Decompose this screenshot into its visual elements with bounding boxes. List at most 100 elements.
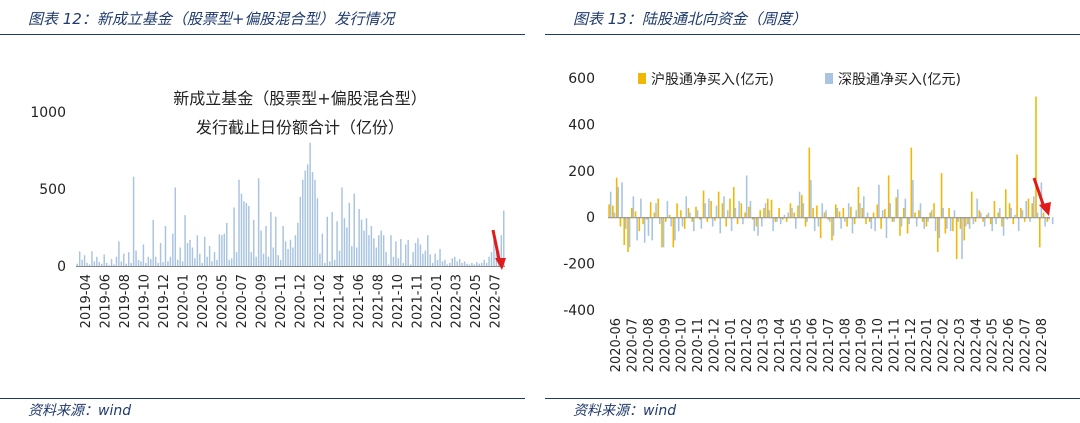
bottom-rule bbox=[545, 398, 1080, 399]
bar bbox=[184, 215, 186, 266]
bar bbox=[642, 217, 644, 225]
bar bbox=[105, 262, 108, 266]
bar bbox=[260, 230, 262, 266]
bar bbox=[816, 205, 818, 218]
bar bbox=[609, 191, 612, 218]
bar bbox=[933, 203, 935, 218]
bar bbox=[942, 207, 944, 218]
bar bbox=[982, 217, 984, 222]
bar bbox=[213, 252, 216, 266]
bar bbox=[331, 212, 333, 266]
x-tick-label: 2021-06 bbox=[806, 318, 821, 372]
bar bbox=[257, 178, 260, 266]
bar bbox=[76, 263, 78, 266]
bar bbox=[759, 210, 761, 218]
bar bbox=[970, 191, 973, 218]
bar bbox=[953, 210, 956, 218]
x-tick-label: 2022-05 bbox=[986, 318, 1001, 372]
bar bbox=[370, 225, 373, 266]
bar bbox=[710, 200, 712, 218]
bar bbox=[1014, 214, 1016, 218]
bar bbox=[306, 164, 309, 266]
bar bbox=[326, 216, 329, 266]
left-figure-panel: 图表 12：新成立基金（股票型+偏股混合型）发行情况 新成立基金（股票型+偏股混… bbox=[0, 0, 525, 423]
bar bbox=[768, 210, 771, 218]
bar bbox=[228, 259, 230, 266]
y-tick-label: 400 bbox=[568, 117, 595, 133]
bar bbox=[764, 203, 767, 218]
bar bbox=[179, 247, 181, 266]
x-tick-label: 2020-11 bbox=[691, 318, 706, 372]
bar bbox=[653, 212, 656, 218]
x-tick-label: 2021-10 bbox=[391, 274, 406, 328]
bar bbox=[751, 217, 754, 220]
bar bbox=[617, 187, 620, 218]
bar bbox=[836, 207, 839, 218]
x-tick-label: 2022-02 bbox=[937, 318, 952, 372]
bar bbox=[779, 217, 782, 225]
bar bbox=[755, 217, 758, 227]
bar bbox=[636, 217, 638, 241]
bar bbox=[503, 210, 505, 266]
bar bbox=[240, 193, 243, 266]
x-tick-label: 2020-06 bbox=[609, 318, 624, 372]
bar bbox=[375, 247, 378, 266]
bar bbox=[934, 217, 937, 232]
bar bbox=[915, 217, 918, 227]
bar bbox=[938, 217, 941, 239]
bar bbox=[1012, 217, 1015, 225]
bar bbox=[103, 254, 105, 266]
bar bbox=[490, 252, 493, 266]
bar bbox=[613, 212, 616, 218]
bar bbox=[842, 207, 845, 218]
bar bbox=[666, 200, 669, 218]
bar bbox=[473, 264, 476, 266]
bar bbox=[309, 142, 311, 266]
bar bbox=[493, 239, 495, 266]
bar bbox=[304, 170, 306, 266]
bar bbox=[439, 249, 441, 266]
bar bbox=[135, 250, 137, 266]
x-tick-label: 2019-06 bbox=[98, 274, 113, 328]
bar bbox=[436, 259, 439, 266]
bar bbox=[108, 265, 110, 266]
bar bbox=[946, 217, 948, 229]
bar bbox=[889, 203, 892, 218]
bar bbox=[817, 217, 820, 227]
x-tick-label: 2022-08 bbox=[1035, 318, 1050, 372]
bar bbox=[196, 235, 199, 266]
bar bbox=[887, 175, 890, 218]
bar bbox=[88, 264, 91, 266]
bar bbox=[832, 217, 835, 236]
bar bbox=[343, 218, 346, 266]
x-tick-label: 2019-10 bbox=[137, 274, 152, 328]
bar bbox=[314, 179, 316, 266]
x-tick-label: 2020-11 bbox=[274, 274, 289, 328]
bar bbox=[431, 262, 434, 266]
bar bbox=[191, 247, 194, 266]
bar bbox=[287, 249, 289, 266]
bar bbox=[980, 212, 982, 218]
bar bbox=[706, 217, 709, 222]
bar bbox=[118, 241, 120, 266]
bar bbox=[159, 242, 162, 266]
bar bbox=[868, 217, 871, 222]
bar bbox=[382, 235, 385, 266]
bar bbox=[634, 211, 637, 218]
x-tick-label: 2022-05 bbox=[469, 274, 484, 328]
bar bbox=[154, 256, 157, 266]
bar bbox=[177, 259, 179, 266]
bar bbox=[727, 210, 729, 218]
bar bbox=[630, 207, 633, 218]
x-tick-label: 2021-05 bbox=[789, 318, 804, 372]
bar bbox=[662, 217, 665, 248]
bar bbox=[704, 203, 706, 218]
bar bbox=[872, 212, 875, 218]
bar bbox=[897, 189, 899, 218]
y-tick-label: 600 bbox=[568, 71, 595, 87]
northbound-flow-chart: -400 -200 0 200 400 600 沪股通净买入(亿元) 深股通净买入(亿元) 20… bbox=[563, 71, 1054, 372]
bar bbox=[793, 212, 795, 218]
bar bbox=[831, 217, 833, 241]
x-tick-label: 2022-06 bbox=[1002, 318, 1017, 372]
bar bbox=[456, 261, 458, 266]
